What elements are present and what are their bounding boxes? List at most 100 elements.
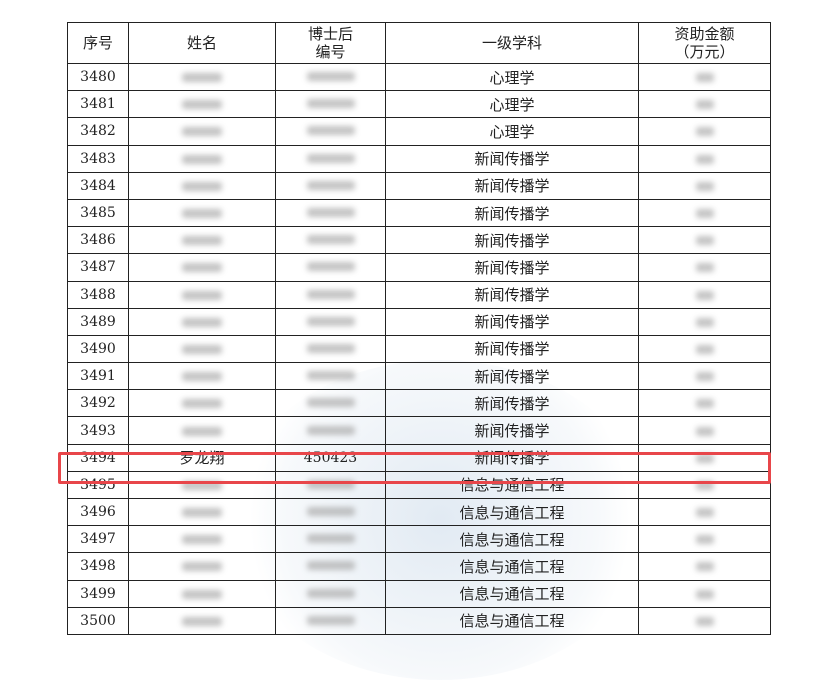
cell-amount <box>638 280 771 309</box>
cell-amount <box>638 552 771 581</box>
redacted-text <box>306 72 355 82</box>
redacted-text <box>306 371 355 381</box>
redacted-text <box>182 290 222 300</box>
cell-name <box>128 198 276 228</box>
redacted-text <box>182 263 222 273</box>
redacted-text <box>695 263 714 273</box>
redacted-text <box>182 535 222 545</box>
cell-amount <box>638 416 771 445</box>
cell-postdoc-id <box>275 62 386 92</box>
cell-no: 3499 <box>67 579 129 608</box>
header-subject: 一级学科 <box>385 22 639 64</box>
redacted-text <box>182 154 222 164</box>
cell-subject: 新闻传播学 <box>385 416 639 445</box>
header-amount: 资助金额 （万元） <box>638 22 771 64</box>
cell-subject: 新闻传播学 <box>385 334 639 364</box>
cell-postdoc-id <box>275 334 386 364</box>
cell-postdoc-id <box>275 117 386 146</box>
table-row: 3489 新闻传播学 <box>67 307 771 336</box>
cell-amount <box>638 90 771 119</box>
table-row: 3484 新闻传播学 <box>67 171 771 200</box>
cell-amount <box>638 606 771 635</box>
cell-amount <box>638 497 771 527</box>
table-row: 3500 信息与通信工程 <box>67 606 771 635</box>
redacted-text <box>306 398 355 408</box>
table-row: 3493 新闻传播学 <box>67 416 771 445</box>
redacted-text <box>695 562 714 572</box>
table-row: 3485 新闻传播学 <box>67 198 771 228</box>
cell-amount <box>638 117 771 146</box>
cell-amount <box>638 334 771 364</box>
cell-subject: 信息与通信工程 <box>385 606 639 635</box>
cell-amount <box>638 253 771 282</box>
table-row: 3482 心理学 <box>67 117 771 146</box>
redacted-text <box>306 289 355 299</box>
cell-name <box>128 497 276 527</box>
cell-name <box>128 117 276 146</box>
cell-amount <box>638 525 771 554</box>
cell-postdoc-id <box>275 552 386 581</box>
redacted-text <box>182 100 222 110</box>
cell-no: 3498 <box>67 552 129 581</box>
cell-name <box>128 334 276 364</box>
cell-name <box>128 253 276 282</box>
cell-name <box>128 389 276 418</box>
cell-subject: 信息与通信工程 <box>385 579 639 608</box>
redacted-text <box>695 209 714 219</box>
cell-subject: 信息与通信工程 <box>385 497 639 527</box>
cell-name <box>128 144 276 173</box>
redacted-text <box>182 480 222 490</box>
cell-no: 3493 <box>67 416 129 445</box>
cell-subject: 心理学 <box>385 117 639 146</box>
cell-subject: 新闻传播学 <box>385 144 639 173</box>
redacted-text <box>306 561 355 571</box>
cell-subject: 新闻传播学 <box>385 362 639 391</box>
cell-name <box>128 470 276 500</box>
cell-postdoc-id <box>275 253 386 282</box>
cell-no: 3489 <box>67 307 129 336</box>
cell-name <box>128 579 276 608</box>
redacted-text <box>182 209 222 219</box>
redacted-text <box>695 535 714 545</box>
cell-name <box>128 280 276 309</box>
header-name: 姓名 <box>128 22 276 64</box>
table-row: 3488 新闻传播学 <box>67 280 771 309</box>
header-postdoc-id: 博士后 编号 <box>275 22 386 64</box>
redacted-text <box>695 589 714 599</box>
cell-no: 3491 <box>67 362 129 391</box>
redacted-text <box>306 126 355 136</box>
cell-postdoc-id <box>275 362 386 391</box>
cell-amount <box>638 144 771 173</box>
redacted-text <box>306 235 355 245</box>
header-no: 序号 <box>67 22 129 64</box>
cell-amount <box>638 362 771 391</box>
table-row: 3487 新闻传播学 <box>67 253 771 282</box>
redacted-text <box>306 507 355 517</box>
redacted-text <box>306 534 355 544</box>
cell-amount <box>638 226 771 255</box>
cell-no: 3485 <box>67 198 129 228</box>
redacted-text <box>182 426 222 436</box>
cell-postdoc-id <box>275 606 386 635</box>
redacted-text <box>695 453 714 463</box>
table-row: 3481 心理学 <box>67 90 771 119</box>
cell-no: 3487 <box>67 253 129 282</box>
cell-no: 3494 <box>67 443 129 472</box>
table-row: 3495 信息与通信工程 <box>67 470 771 500</box>
redacted-text <box>182 562 222 572</box>
cell-amount <box>638 307 771 336</box>
cell-name <box>128 552 276 581</box>
cell-postdoc-id <box>275 171 386 200</box>
redacted-text <box>306 262 355 272</box>
redacted-text <box>182 317 222 327</box>
cell-amount <box>638 198 771 228</box>
redacted-text <box>695 290 714 300</box>
redacted-text <box>695 181 714 191</box>
redacted-text <box>182 589 222 599</box>
redacted-text <box>695 236 714 246</box>
redacted-text <box>306 180 355 190</box>
cell-no: 3496 <box>67 497 129 527</box>
cell-postdoc-id <box>275 198 386 228</box>
cell-subject: 新闻传播学 <box>385 253 639 282</box>
cell-postdoc-id <box>275 470 386 500</box>
